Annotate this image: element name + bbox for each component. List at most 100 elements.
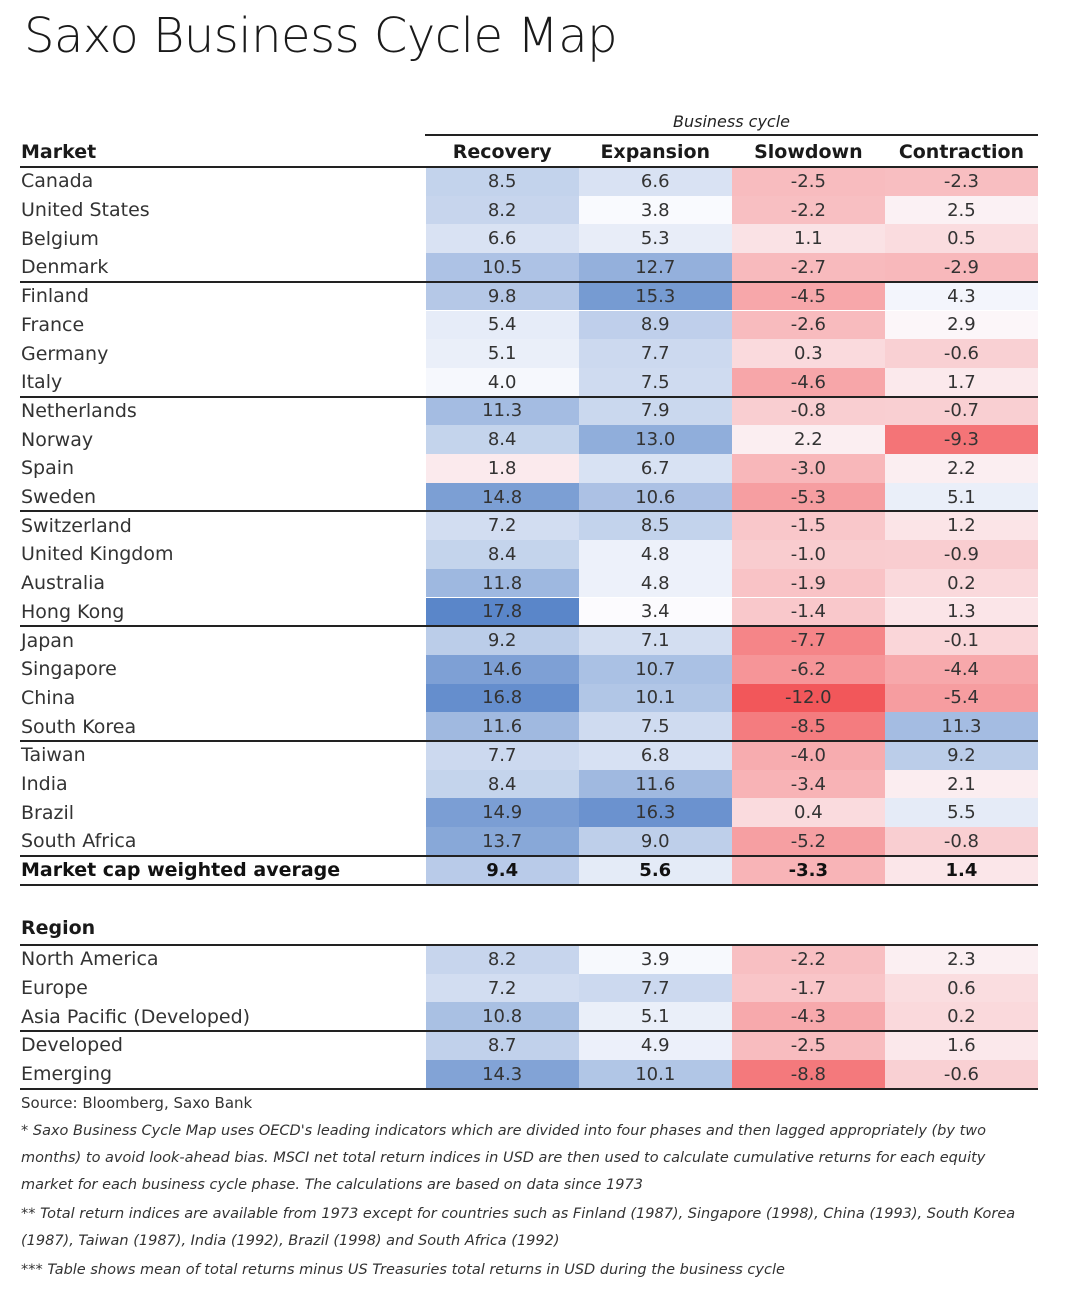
table-row: France 5.4 8.9 -2.6 2.9 bbox=[20, 310, 1038, 340]
heatmap-cell-recovery: 11.3 bbox=[425, 396, 579, 426]
divider bbox=[20, 944, 1038, 946]
heatmap-cell-expansion: 10.7 bbox=[578, 654, 732, 684]
table-row: Germany 5.1 7.7 0.3 -0.6 bbox=[20, 339, 1038, 368]
heatmap-cell-expansion: 6.7 bbox=[578, 454, 732, 483]
row-label: Germany bbox=[21, 342, 109, 365]
row-label: Asia Pacific (Developed) bbox=[21, 1005, 251, 1028]
heatmap-cell-expansion: 5.6 bbox=[578, 855, 732, 885]
heatmap-cell-expansion: 3.8 bbox=[578, 195, 732, 225]
divider bbox=[20, 625, 1038, 628]
heatmap-cell-recovery: 13.7 bbox=[425, 827, 579, 856]
region-header: Region bbox=[21, 917, 96, 939]
table-row: Canada 8.5 6.6 -2.5 -2.3 bbox=[20, 167, 1038, 196]
heatmap-cell-expansion: 13.0 bbox=[578, 425, 732, 454]
heatmap-cell-slowdown: -2.2 bbox=[731, 195, 885, 225]
heatmap-cell-expansion: 7.5 bbox=[578, 367, 732, 397]
column-header-contraction: Contraction bbox=[898, 141, 1025, 164]
heatmap-cell-expansion: 8.9 bbox=[578, 310, 732, 340]
heatmap-cell-slowdown: -1.5 bbox=[731, 511, 885, 541]
heatmap-cell-expansion: 7.7 bbox=[578, 339, 732, 368]
heatmap-cell-expansion: 7.9 bbox=[578, 396, 732, 426]
divider bbox=[20, 883, 1038, 886]
heatmap-cell-recovery: 5.1 bbox=[425, 339, 579, 368]
heatmap-cell-slowdown: -5.3 bbox=[731, 482, 885, 512]
table-row: United Kingdom 8.4 4.8 -1.0 -0.9 bbox=[20, 540, 1038, 569]
heatmap-cell-slowdown: -1.7 bbox=[731, 973, 885, 1003]
table-row: Denmark 10.5 12.7 -2.7 -2.9 bbox=[20, 253, 1038, 282]
heatmap-cell-expansion: 10.1 bbox=[578, 683, 732, 713]
header-row: Market Recovery Expansion Slowdown Contr… bbox=[20, 138, 1038, 167]
heatmap-cell-slowdown: -0.8 bbox=[731, 396, 885, 426]
heatmap-cell-recovery: 8.4 bbox=[425, 540, 579, 569]
heatmap-cell-recovery: 9.8 bbox=[425, 281, 579, 311]
heatmap-cell-contraction: -5.4 bbox=[884, 683, 1038, 713]
divider bbox=[20, 280, 1038, 283]
heatmap-cell-recovery: 16.8 bbox=[425, 683, 579, 713]
divider bbox=[20, 166, 1038, 168]
row-label: Sweden bbox=[21, 486, 97, 509]
heatmap-cell-slowdown: 0.4 bbox=[731, 798, 885, 828]
heatmap-cell-slowdown: -2.7 bbox=[731, 253, 885, 282]
heatmap-cell-slowdown: -2.5 bbox=[731, 1031, 885, 1060]
row-label: Netherlands bbox=[21, 399, 137, 422]
heatmap-cell-contraction: 5.5 bbox=[884, 798, 1038, 828]
table-row: Australia 11.8 4.8 -1.9 0.2 bbox=[20, 568, 1038, 598]
row-label: Emerging bbox=[21, 1063, 113, 1086]
heatmap-cell-recovery: 8.2 bbox=[425, 945, 579, 974]
table-row: Asia Pacific (Developed) 10.8 5.1 -4.3 0.2 bbox=[20, 1002, 1038, 1032]
footnote-2: ** Total return indices are available fr… bbox=[21, 1206, 1016, 1249]
heatmap-cell-contraction: 0.2 bbox=[884, 568, 1038, 598]
divider bbox=[20, 854, 1038, 857]
heatmap-cell-contraction: 1.7 bbox=[884, 367, 1038, 397]
heatmap-cell-expansion: 12.7 bbox=[578, 253, 732, 282]
divider bbox=[20, 1087, 1038, 1090]
heatmap-cell-recovery: 14.3 bbox=[425, 1059, 579, 1089]
heatmap-cell-slowdown: -4.3 bbox=[731, 1002, 885, 1032]
row-label: Hong Kong bbox=[21, 600, 125, 623]
heatmap-cell-recovery: 14.8 bbox=[425, 482, 579, 512]
heatmap-cell-expansion: 10.1 bbox=[578, 1059, 732, 1089]
table-row: Singapore 14.6 10.7 -6.2 -4.4 bbox=[20, 654, 1038, 684]
heatmap-cell-contraction: 1.4 bbox=[884, 855, 1038, 885]
column-header-slowdown: Slowdown bbox=[754, 141, 863, 164]
heatmap-cell-recovery: 7.2 bbox=[425, 973, 579, 1003]
heatmap-cell-contraction: 2.2 bbox=[884, 454, 1038, 483]
row-label: Spain bbox=[21, 457, 75, 480]
heatmap-cell-contraction: -0.8 bbox=[884, 827, 1038, 856]
table-row: Finland 9.8 15.3 -4.5 4.3 bbox=[20, 281, 1038, 311]
heatmap-cell-slowdown: -8.8 bbox=[731, 1059, 885, 1089]
market-header: Market bbox=[21, 141, 97, 164]
table-row: Europe 7.2 7.7 -1.7 0.6 bbox=[20, 973, 1038, 1003]
row-label: Europe bbox=[21, 977, 88, 1000]
heatmap-cell-slowdown: -1.4 bbox=[731, 597, 885, 627]
heatmap-cell-contraction: -4.4 bbox=[884, 654, 1038, 684]
table-row: Hong Kong 17.8 3.4 -1.4 1.3 bbox=[20, 597, 1038, 627]
heatmap-cell-contraction: 0.6 bbox=[884, 973, 1038, 1003]
row-label: India bbox=[21, 773, 68, 796]
heatmap-cell-expansion: 3.4 bbox=[578, 597, 732, 627]
heatmap-cell-slowdown: -3.4 bbox=[731, 769, 885, 799]
heatmap-cell-expansion: 4.8 bbox=[578, 540, 732, 569]
divider bbox=[20, 395, 1038, 398]
page-title: Saxo Business Cycle Map bbox=[24, 8, 618, 64]
table-row: South Korea 11.6 7.5 -8.5 11.3 bbox=[20, 712, 1038, 741]
heatmap-cell-contraction: -0.6 bbox=[884, 1059, 1038, 1089]
row-label: Japan bbox=[21, 629, 74, 652]
heatmap-cell-expansion: 4.9 bbox=[578, 1031, 732, 1060]
heatmap-cell-contraction: 2.3 bbox=[884, 945, 1038, 974]
row-label: Canada bbox=[21, 170, 94, 193]
row-label: South Korea bbox=[21, 715, 137, 738]
row-label: China bbox=[21, 686, 76, 709]
row-label: France bbox=[21, 313, 85, 336]
heatmap-cell-recovery: 8.4 bbox=[425, 425, 579, 454]
heatmap-cell-slowdown: -1.0 bbox=[731, 540, 885, 569]
heatmap-cell-recovery: 10.5 bbox=[425, 253, 579, 282]
heatmap-cell-slowdown: -2.6 bbox=[731, 310, 885, 340]
heatmap-cell-expansion: 9.0 bbox=[578, 827, 732, 856]
heatmap-cell-slowdown: -7.7 bbox=[731, 626, 885, 655]
column-header-expansion: Expansion bbox=[600, 141, 711, 164]
heatmap-cell-slowdown: -3.3 bbox=[731, 855, 885, 885]
heatmap-cell-expansion: 8.5 bbox=[578, 511, 732, 541]
row-label: Finland bbox=[21, 285, 89, 308]
heatmap-cell-recovery: 8.2 bbox=[425, 195, 579, 225]
